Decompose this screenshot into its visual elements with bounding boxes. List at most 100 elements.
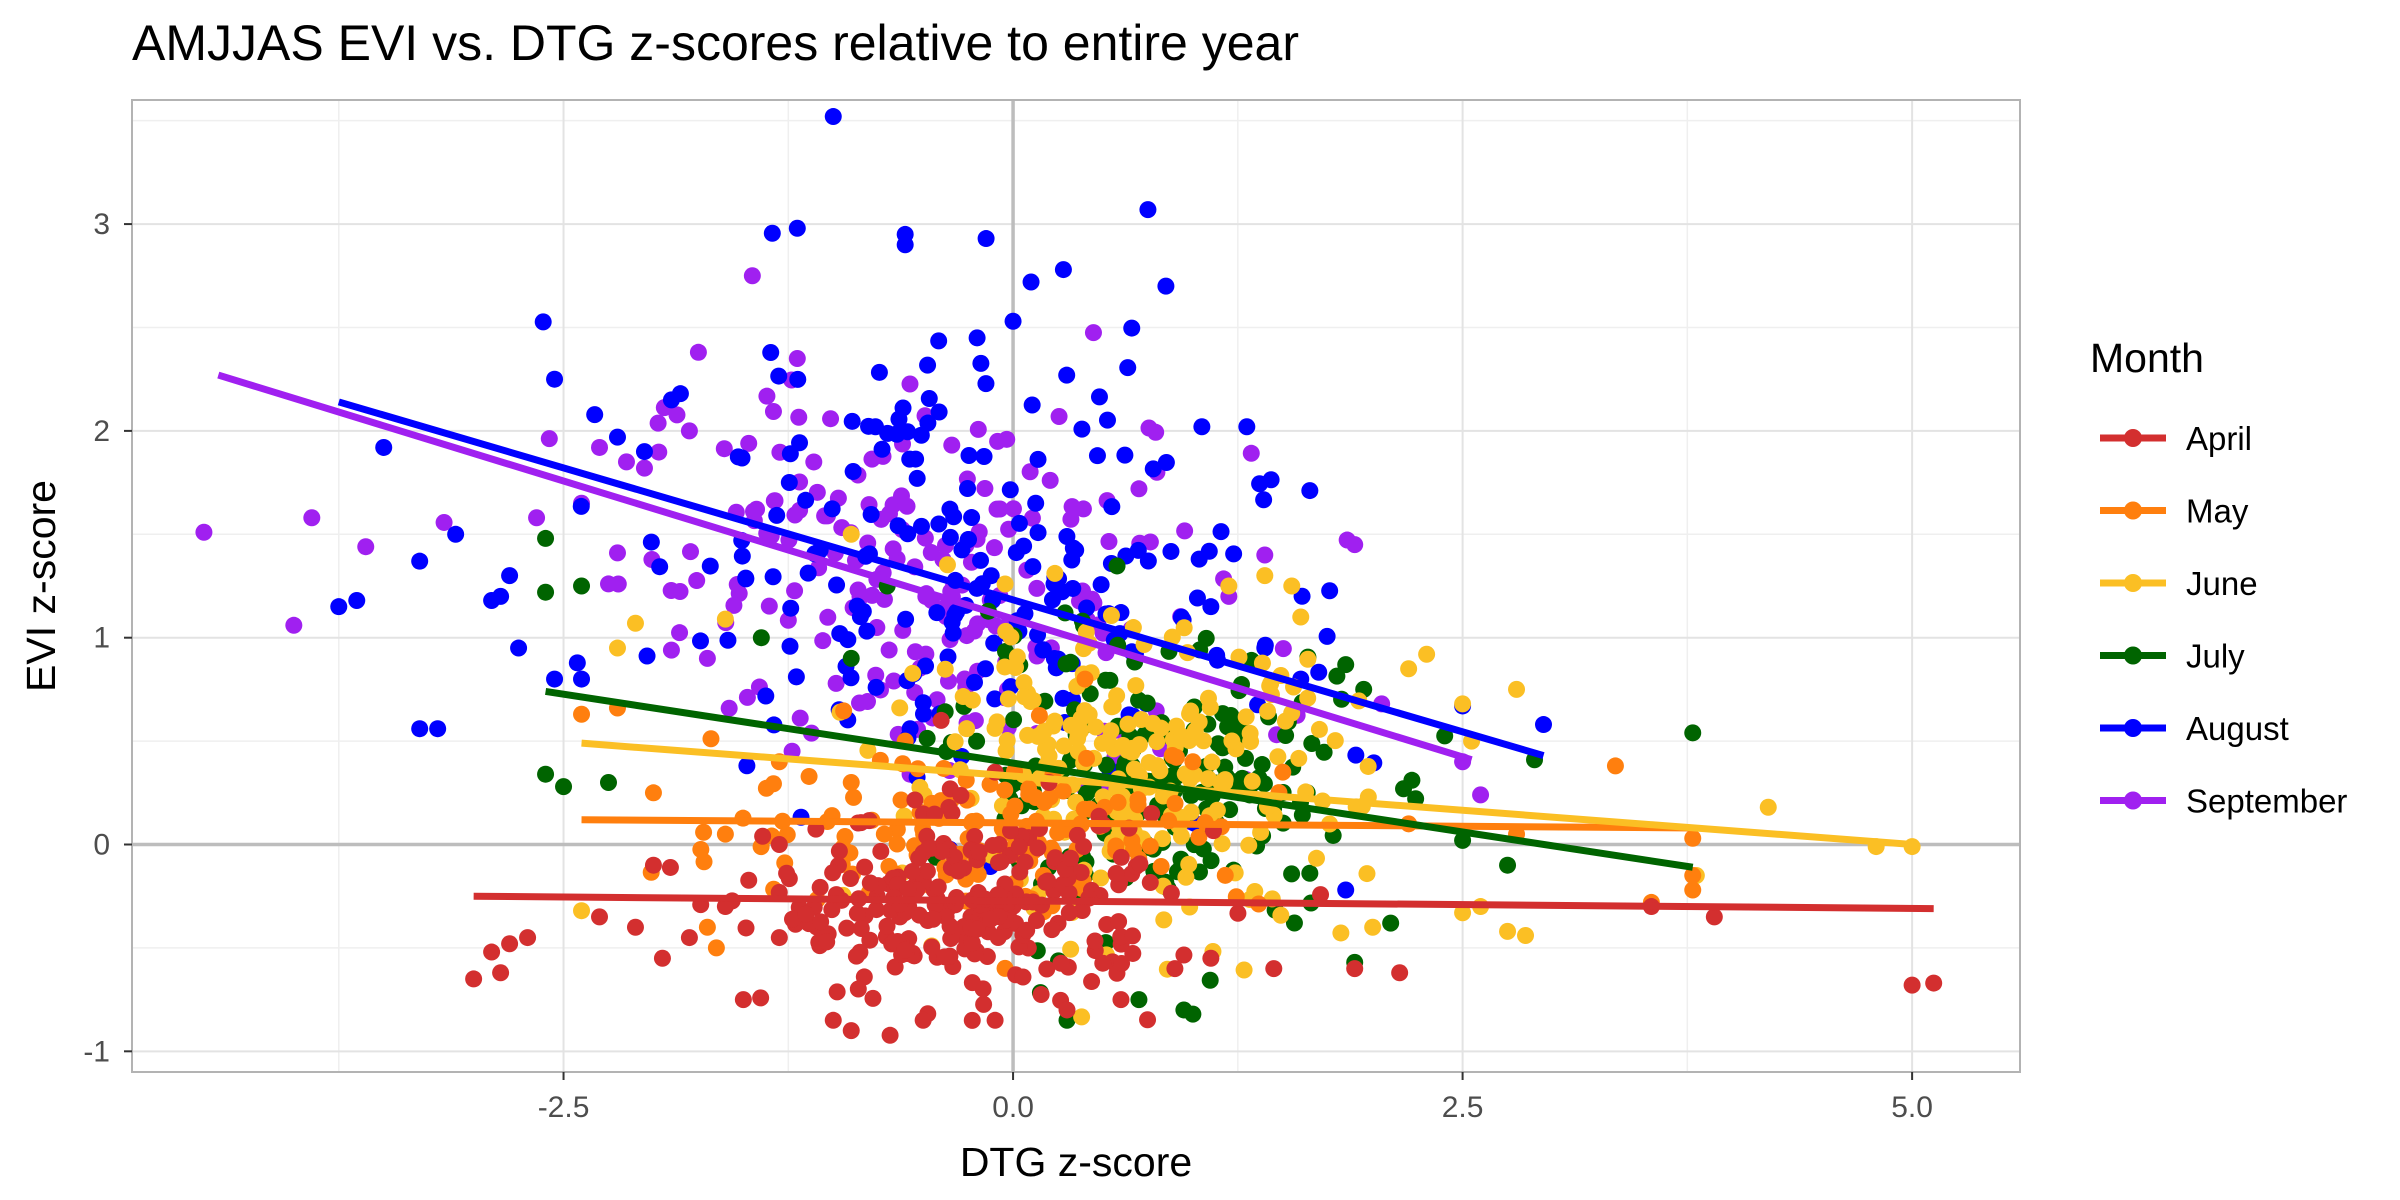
data-point xyxy=(1162,884,1180,902)
data-point xyxy=(1395,780,1413,798)
data-point xyxy=(936,660,954,678)
data-point xyxy=(1148,757,1166,775)
data-point xyxy=(1684,829,1702,847)
data-point xyxy=(348,591,366,609)
data-point xyxy=(608,639,626,657)
data-point xyxy=(1256,639,1274,657)
data-point xyxy=(986,690,1004,708)
data-point xyxy=(985,539,1003,557)
data-point xyxy=(918,827,936,845)
data-point xyxy=(818,933,836,951)
data-point xyxy=(780,473,798,491)
data-point xyxy=(908,469,926,487)
data-point xyxy=(1517,927,1535,945)
data-point xyxy=(884,540,902,558)
data-point xyxy=(867,666,885,684)
data-point xyxy=(1053,583,1071,601)
data-point xyxy=(867,678,885,696)
data-point xyxy=(822,410,840,428)
data-point xyxy=(898,497,916,515)
data-point xyxy=(1110,913,1128,931)
data-point xyxy=(1274,763,1292,781)
data-point xyxy=(867,901,885,919)
data-point xyxy=(591,438,609,456)
data-point xyxy=(851,694,869,712)
trend-line-april xyxy=(473,892,1934,913)
data-point xyxy=(591,908,609,926)
data-point xyxy=(737,569,755,587)
data-point xyxy=(1062,510,1080,528)
data-point xyxy=(849,581,867,599)
data-point xyxy=(842,870,860,888)
data-point xyxy=(1075,837,1093,855)
data-point xyxy=(680,422,698,440)
data-point xyxy=(1199,770,1217,788)
data-point xyxy=(1001,481,1019,499)
data-point xyxy=(1190,828,1208,846)
data-point xyxy=(984,836,1002,854)
data-point xyxy=(303,509,321,527)
data-point xyxy=(1157,277,1175,295)
data-point xyxy=(788,350,806,368)
data-point xyxy=(1193,418,1211,436)
data-point xyxy=(977,375,995,393)
data-point xyxy=(671,624,689,642)
data-point xyxy=(1759,798,1777,816)
data-point xyxy=(649,414,667,432)
data-point xyxy=(1109,793,1127,811)
data-point xyxy=(977,230,995,248)
data-point xyxy=(1043,921,1061,939)
data-point xyxy=(644,784,662,802)
legend-label: August xyxy=(2186,710,2289,747)
data-point xyxy=(972,551,990,569)
data-point xyxy=(989,929,1007,947)
data-point xyxy=(982,910,1000,928)
data-point xyxy=(969,420,987,438)
data-point xyxy=(1274,640,1292,658)
data-point xyxy=(1176,522,1194,540)
data-point xyxy=(867,418,885,436)
legend-label: June xyxy=(2186,565,2258,602)
data-point xyxy=(1212,523,1230,541)
data-point xyxy=(1242,444,1260,462)
data-point xyxy=(998,430,1016,448)
data-point xyxy=(752,629,770,647)
data-point xyxy=(828,983,846,1001)
data-point xyxy=(791,434,809,452)
data-point xyxy=(752,989,770,1007)
y-tick-label: 2 xyxy=(93,415,110,448)
data-point xyxy=(797,905,815,923)
data-point xyxy=(285,616,303,634)
data-point xyxy=(375,438,393,456)
data-point xyxy=(797,491,815,509)
data-point xyxy=(1058,1001,1076,1019)
data-point xyxy=(1199,689,1217,707)
data-point xyxy=(330,598,348,616)
data-point xyxy=(1235,961,1253,979)
data-point xyxy=(966,828,984,846)
data-point xyxy=(661,858,679,876)
data-point xyxy=(1024,558,1042,576)
data-point xyxy=(1046,849,1064,867)
data-point xyxy=(942,929,960,947)
data-point xyxy=(1141,837,1159,855)
data-point xyxy=(781,637,799,655)
data-point xyxy=(1272,906,1290,924)
data-point xyxy=(968,329,986,347)
data-point xyxy=(1299,689,1317,707)
legend-item-september: September xyxy=(2100,783,2347,820)
data-point xyxy=(1072,722,1090,740)
data-point xyxy=(1112,848,1130,866)
data-point xyxy=(924,910,942,928)
data-point xyxy=(1035,793,1053,811)
data-point xyxy=(1315,743,1333,761)
data-point xyxy=(733,547,751,565)
data-point xyxy=(1046,712,1064,730)
data-point xyxy=(862,506,880,524)
data-point xyxy=(899,525,917,543)
legend: Month April May June July August September xyxy=(2090,335,2347,820)
data-point xyxy=(1173,727,1191,745)
data-point xyxy=(1108,557,1126,575)
data-point xyxy=(758,387,776,405)
data-point xyxy=(743,267,761,285)
